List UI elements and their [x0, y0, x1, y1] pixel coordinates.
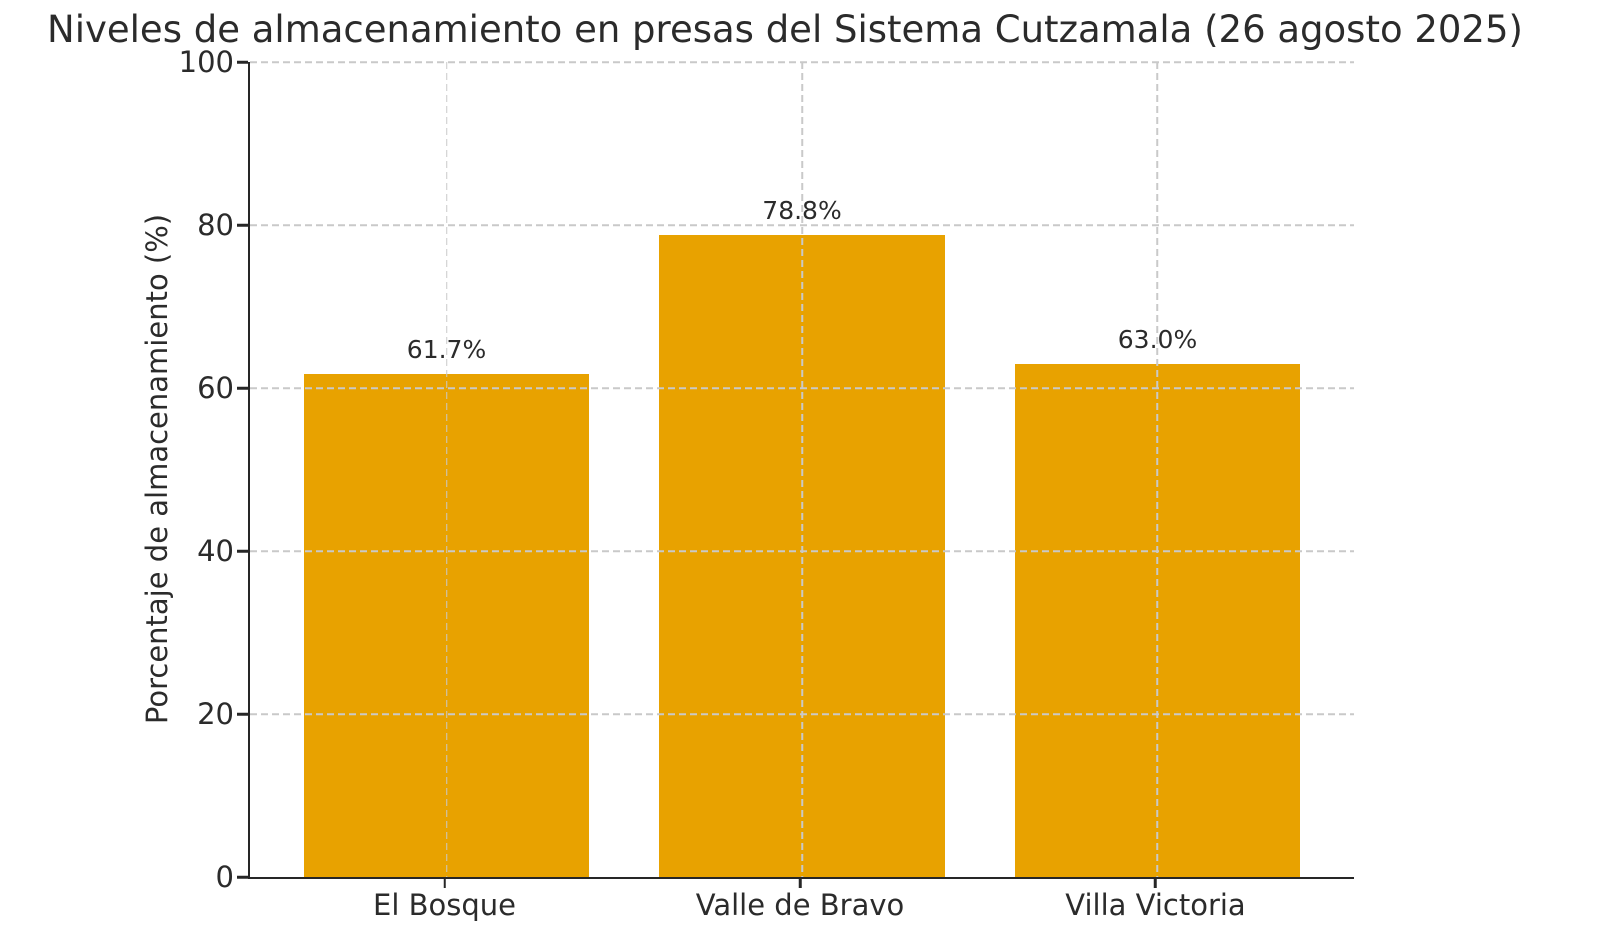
y-tick-mark-80 [237, 223, 248, 227]
x-tick-mark-el-bosque [443, 878, 446, 888]
y-tick-mark-100 [237, 60, 248, 64]
y-tick-label-100: 100 [178, 45, 234, 79]
y-tick-mark-40 [237, 549, 248, 553]
y-tick-mark-60 [237, 386, 248, 390]
x-tick-mark-villa-victoria [1154, 878, 1157, 888]
bar-value-label-el-bosque: 61.7% [406, 335, 487, 365]
y-tick-mark-20 [237, 712, 248, 716]
y-tick-label-60: 60 [197, 371, 234, 405]
y-tick-mark-0 [237, 875, 248, 879]
y-tick-label-20: 20 [197, 697, 234, 731]
y-tick-label-80: 80 [197, 208, 234, 242]
gridline-vertical-el-bosque [445, 62, 448, 877]
y-tick-label-0: 0 [215, 860, 234, 894]
plot-area: 61.7% 78.8% 63.0% [248, 61, 1354, 879]
gridline-vertical-villa-victoria [1156, 62, 1159, 877]
chart-title: Niveles de almacenamiento en presas del … [47, 8, 1523, 51]
y-tick-label-40: 40 [197, 534, 234, 568]
x-tick-label-villa-victoria: Villa Victoria [1065, 888, 1246, 922]
x-tick-mark-valle-de-bravo [798, 878, 802, 888]
bar-value-label-villa-victoria: 63.0% [1117, 324, 1198, 354]
gridline-vertical-valle-de-bravo [801, 62, 803, 877]
y-axis-label: Porcentaje de almacenamiento (%) [140, 213, 174, 725]
bar-value-label-valle-de-bravo: 78.8% [762, 195, 842, 225]
x-tick-label-el-bosque: El Bosque [373, 888, 516, 922]
x-tick-label-valle-de-bravo: Valle de Bravo [695, 888, 905, 922]
